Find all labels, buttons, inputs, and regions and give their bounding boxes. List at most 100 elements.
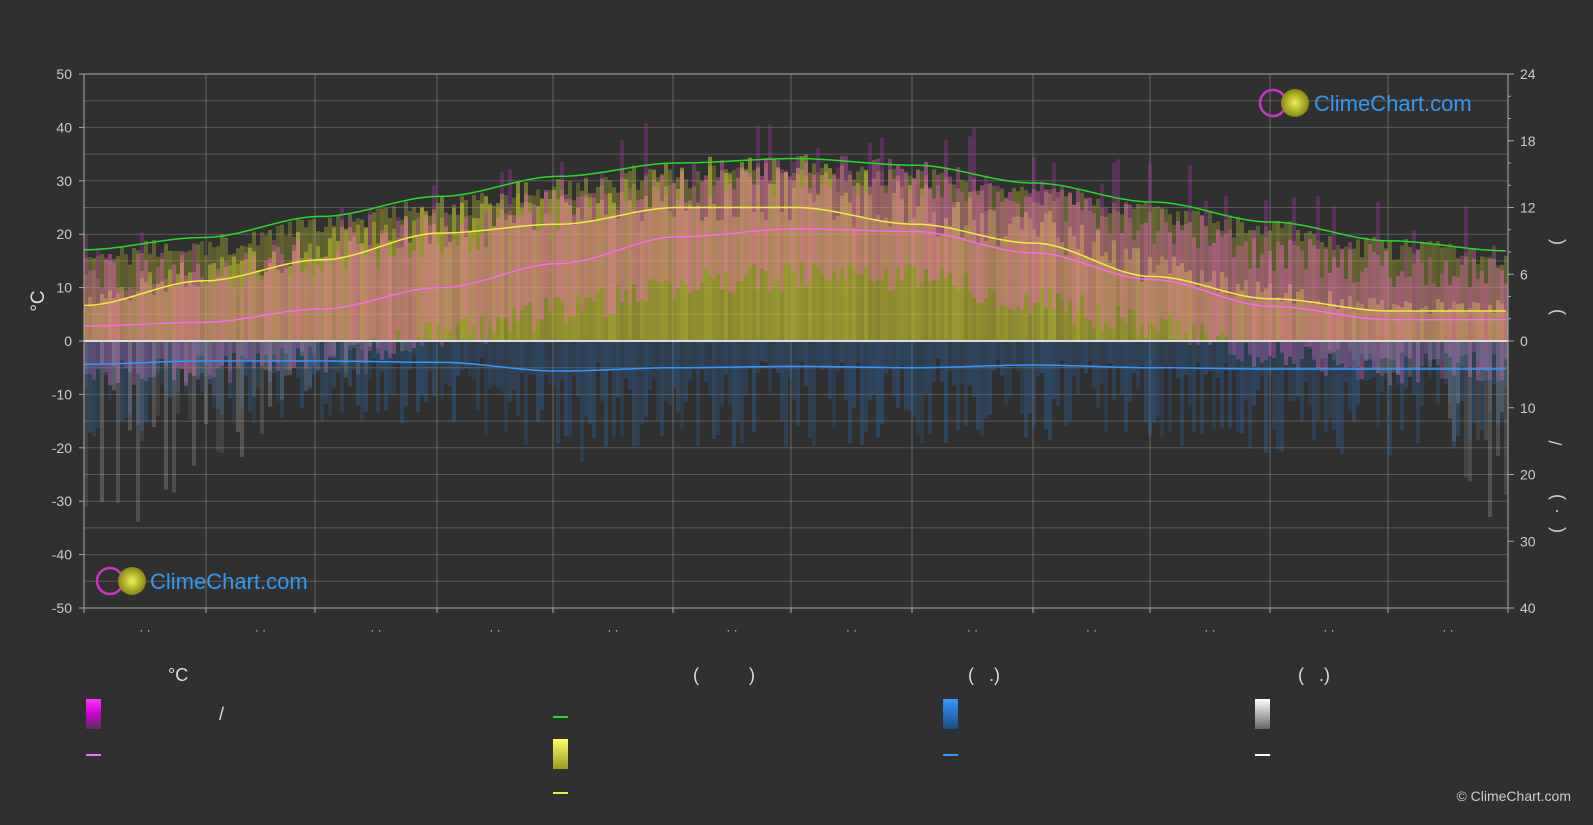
sunshine-bar — [312, 261, 316, 341]
sunshine-bar — [160, 281, 164, 341]
temp-range-bar — [96, 278, 100, 370]
snow-bar — [1388, 342, 1392, 386]
sunshine-bar — [564, 202, 568, 341]
rain-bar — [464, 342, 468, 369]
temp-range-bar — [1392, 286, 1396, 360]
rain-bar — [768, 342, 772, 393]
temp-range-bar — [576, 196, 580, 296]
temp-range-bar — [380, 229, 384, 360]
sunshine-bar — [988, 209, 992, 341]
temp-range-bar — [1268, 250, 1272, 356]
sunshine-bar — [716, 220, 720, 341]
daylight-bar — [504, 195, 508, 341]
daylight-bar — [512, 197, 516, 341]
daylight-bar — [140, 252, 144, 341]
sunshine-bar — [156, 283, 160, 341]
temp-range-bar — [684, 202, 688, 285]
daylight-bar — [1348, 249, 1352, 341]
daylight-bar — [1092, 205, 1096, 341]
rain-bar — [920, 342, 924, 444]
temp-range-bar — [1072, 204, 1076, 323]
daylight-bar — [1120, 214, 1124, 341]
rain-bar — [708, 342, 712, 397]
temp-peak-bar — [508, 168, 512, 211]
rain-bar — [1484, 342, 1488, 381]
rain-bar — [284, 342, 288, 370]
rain-line — [84, 360, 1506, 372]
snow-bar — [1372, 342, 1376, 361]
daylight-bar — [1024, 190, 1028, 341]
left-tick-label: -40 — [52, 547, 72, 563]
rain-bar — [776, 342, 780, 373]
daylight-bar — [1068, 192, 1072, 341]
sunshine-bar — [1116, 270, 1120, 341]
daylight-bar — [664, 186, 668, 341]
right-axis-bottom-mark: · — [1546, 508, 1566, 514]
sunshine-bar — [1256, 281, 1260, 341]
sunshine-bar — [928, 223, 932, 341]
daylight-bar — [232, 253, 236, 341]
rain-bar — [996, 342, 1000, 361]
rain-bar — [1080, 342, 1084, 366]
temp-range-bar — [436, 244, 440, 324]
temp-range-bar — [868, 185, 872, 280]
sunshine-bar — [488, 204, 492, 341]
daylight-bar — [1264, 226, 1268, 341]
temp-range-bar — [304, 269, 308, 369]
sunshine-bar — [1344, 307, 1348, 341]
rain-bar — [420, 342, 424, 396]
sunshine-bar — [1204, 282, 1208, 341]
daylight-bar — [908, 175, 912, 341]
rain-bar — [784, 342, 788, 446]
temp-range-bar — [424, 217, 428, 324]
temp-range-bar — [156, 267, 160, 359]
temp-range-bar — [1204, 226, 1208, 335]
sunshine-bar — [620, 169, 624, 341]
daylight-bar — [868, 186, 872, 341]
rain-bar — [716, 342, 720, 435]
rain-bar — [848, 342, 852, 444]
rain-bar — [260, 342, 264, 360]
rain-bar — [1424, 342, 1428, 366]
sunshine-bar — [1452, 301, 1456, 341]
sunshine-bar — [212, 263, 216, 341]
daylight-bar — [1464, 256, 1468, 341]
rain-bar — [1352, 342, 1356, 421]
sunshine-bar — [1120, 271, 1124, 341]
left-tick-label: 30 — [56, 173, 72, 189]
sunshine-bar — [336, 241, 340, 341]
rain-bar — [520, 342, 524, 374]
rain-bar — [1456, 342, 1460, 436]
rain-bar — [1252, 342, 1256, 406]
rain-bar — [780, 342, 784, 421]
temp-range-bar — [128, 288, 132, 373]
snow-bar — [176, 342, 180, 414]
daylight-bar — [1428, 241, 1432, 341]
daylight-bar — [1448, 243, 1452, 341]
daylight-bar — [436, 202, 440, 341]
sunshine-bar — [1284, 293, 1288, 341]
sunshine-bar — [1272, 298, 1276, 341]
sunshine-bar — [548, 198, 552, 341]
rain-bar — [312, 342, 316, 375]
snow-bar — [1408, 342, 1412, 377]
temp-range-bar — [388, 255, 392, 359]
daylight-bar — [752, 170, 756, 341]
rain-bar — [1116, 342, 1120, 366]
rain-bar — [348, 342, 352, 387]
sunshine-bar — [1224, 277, 1228, 341]
temp-range-bar — [744, 171, 748, 276]
daylight-bar — [148, 253, 152, 341]
daylight-bar — [96, 255, 100, 341]
sunshine-bar — [1108, 262, 1112, 341]
temp-range-bar — [912, 179, 916, 267]
rain-bar — [592, 342, 596, 439]
rain-bar — [116, 342, 120, 358]
temp-range-bar — [280, 254, 284, 349]
rain-bar — [1216, 342, 1220, 378]
sunshine-bar — [500, 193, 504, 341]
daylight-bar — [588, 197, 592, 341]
temp-range-bar — [560, 196, 564, 301]
snow-bar — [1464, 342, 1468, 478]
rain-bar — [1500, 342, 1504, 420]
